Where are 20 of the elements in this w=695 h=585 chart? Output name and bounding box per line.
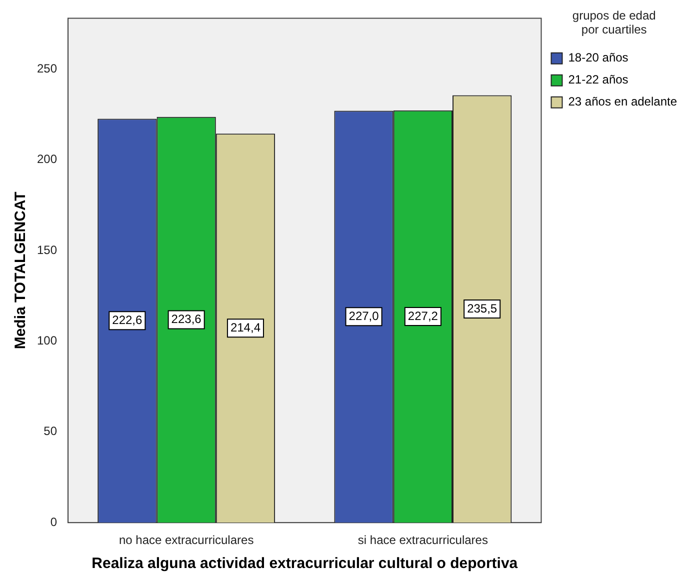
y-tick-label: 50 bbox=[44, 424, 58, 438]
data-label: 235,5 bbox=[467, 301, 498, 316]
y-tick-label: 150 bbox=[36, 242, 58, 257]
y-axis-title: Media TOTALGENCAT bbox=[12, 192, 30, 350]
legend-label: 23 años en adelante bbox=[568, 94, 678, 109]
data-label: 222,6 bbox=[112, 312, 143, 327]
legend-label: 18-20 años bbox=[568, 50, 628, 65]
y-tick-label: 250 bbox=[36, 61, 58, 76]
x-tick-label: si hace extracurriculares bbox=[358, 533, 488, 548]
x-axis-title: Realiza alguna actividad extracurricular cultural o deportiva bbox=[92, 555, 518, 572]
y-tick-label: 200 bbox=[36, 152, 58, 166]
legend-title: grupos de edad por cuartiles bbox=[572, 8, 656, 37]
data-label: 227,2 bbox=[408, 308, 438, 323]
legend-label: 21-22 años bbox=[568, 72, 628, 87]
data-label: 227,0 bbox=[348, 308, 380, 323]
data-label: 223,6 bbox=[171, 312, 202, 326]
y-tick-label: 0 bbox=[50, 514, 58, 529]
y-tick-label: 100 bbox=[36, 333, 58, 348]
data-label: 214,4 bbox=[230, 320, 261, 334]
x-tick-label: no hace extracurriculares bbox=[118, 533, 254, 548]
